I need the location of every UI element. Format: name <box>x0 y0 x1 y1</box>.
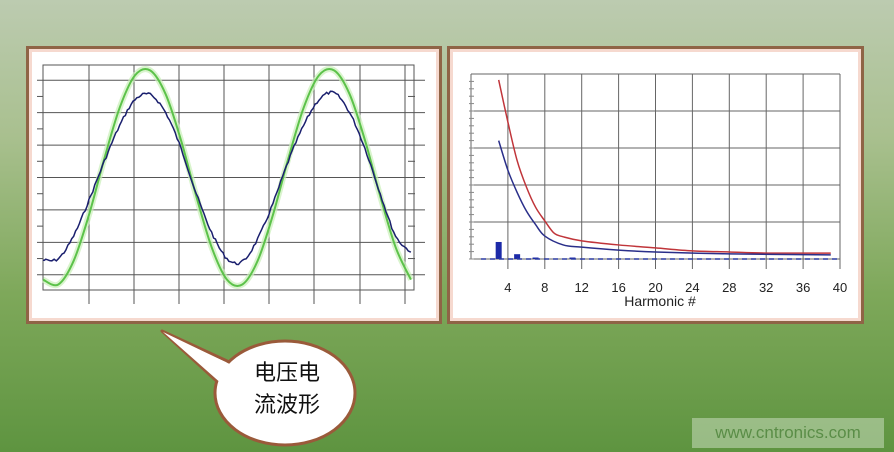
x-tick-label: 36 <box>796 280 810 295</box>
waveform-chart <box>37 64 425 304</box>
x-axis-label: Harmonic # <box>624 293 696 309</box>
harmonic-bar <box>514 254 521 259</box>
series-line-blue <box>497 140 831 256</box>
harmonic-chart: Harmonic # 4 8 12 16 20 24 28 32 36 40 <box>469 73 847 309</box>
x-tick-label: 8 <box>541 280 548 295</box>
harmonic-bar <box>495 241 502 259</box>
x-tick-label: 12 <box>574 280 588 295</box>
x-tick-label: 24 <box>685 280 699 295</box>
watermark: www.cntronics.com <box>692 418 884 448</box>
x-tick-label: 28 <box>722 280 736 295</box>
callout-tail <box>160 329 240 388</box>
callout-text: 电压电 流波形 <box>232 358 342 422</box>
x-tick-label: 20 <box>648 280 662 295</box>
harmonic-panel: Harmonic # 4 8 12 16 20 24 28 32 36 40 <box>447 46 864 324</box>
x-tick-label: 4 <box>504 280 511 295</box>
x-tick-label: 32 <box>759 280 773 295</box>
callout-line-1: 电压电 <box>253 361 320 386</box>
callout-line-2: 流波形 <box>253 393 320 418</box>
x-tick-label: 40 <box>833 280 847 295</box>
series-line-red <box>497 79 831 254</box>
series-line-blue <box>42 90 412 266</box>
series-line-green <box>42 68 412 287</box>
waveform-panel <box>26 46 442 324</box>
x-tick-label: 16 <box>611 280 625 295</box>
